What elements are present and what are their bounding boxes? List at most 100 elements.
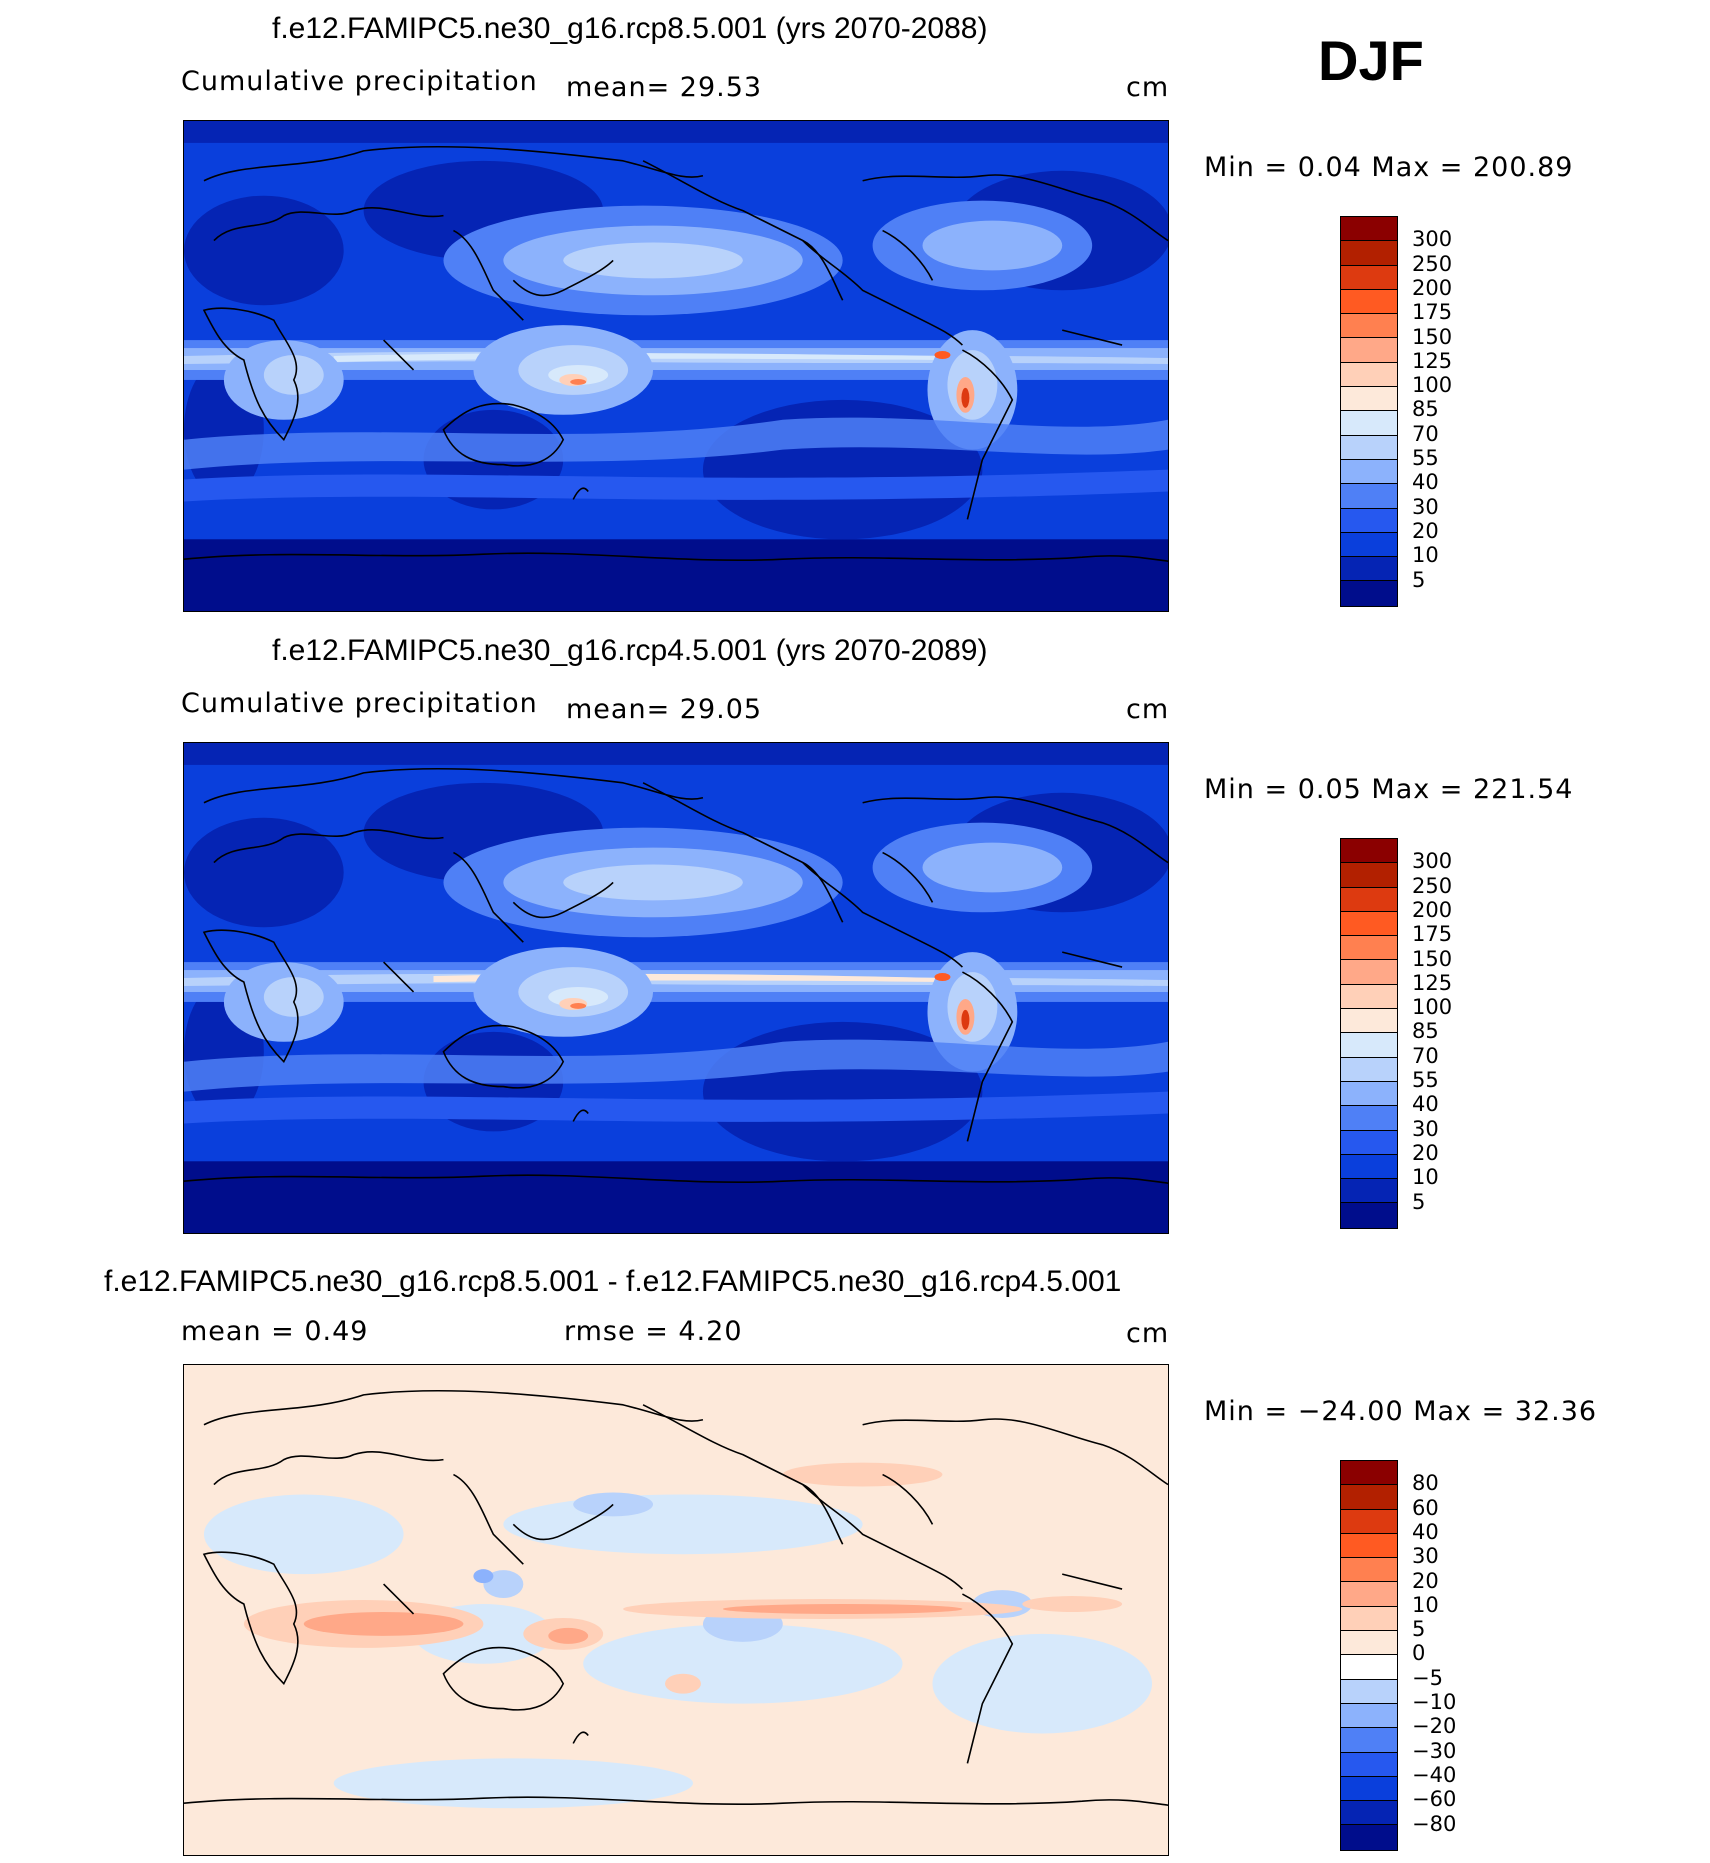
colorbar-label: −5 bbox=[1412, 1665, 1443, 1690]
colorbar-box bbox=[1341, 1154, 1397, 1180]
colorbar-label: 70 bbox=[1412, 1043, 1439, 1068]
panel1-min-max: Min = 0.04 Max = 200.89 bbox=[1204, 152, 1574, 183]
panel1-colorbar bbox=[1340, 216, 1398, 607]
colorbar-box bbox=[1341, 289, 1397, 315]
colorbar-box bbox=[1341, 1203, 1397, 1228]
colorbar-box bbox=[1341, 1509, 1397, 1534]
panel2-title: f.e12.FAMIPC5.ne30_g16.rcp4.5.001 (yrs 2… bbox=[272, 634, 988, 667]
colorbar-box bbox=[1341, 863, 1397, 888]
panel1-left-label: Cumulative precipitation bbox=[181, 66, 538, 97]
panel3-title: f.e12.FAMIPC5.ne30_g16.rcp8.5.001 - f.e1… bbox=[104, 1265, 1122, 1298]
colorbar-box bbox=[1341, 984, 1397, 1010]
colorbar-box bbox=[1341, 362, 1397, 388]
colorbar-label: 10 bbox=[1412, 543, 1439, 568]
colorbar-label: 40 bbox=[1412, 1519, 1439, 1544]
panel1-map bbox=[183, 120, 1169, 612]
colorbar-label: −10 bbox=[1412, 1690, 1457, 1714]
colorbar-label: 80 bbox=[1412, 1471, 1439, 1496]
panel3-units: cm bbox=[1126, 1318, 1170, 1349]
colorbar-label: −60 bbox=[1412, 1787, 1457, 1812]
precip-difference-map bbox=[184, 1365, 1168, 1855]
colorbar-label: 60 bbox=[1412, 1495, 1439, 1520]
colorbar-box bbox=[1341, 265, 1397, 290]
colorbar-label: −30 bbox=[1412, 1738, 1457, 1763]
colorbar-box bbox=[1341, 1728, 1397, 1753]
colorbar-box bbox=[1341, 1057, 1397, 1082]
colorbar-label: 200 bbox=[1412, 897, 1453, 922]
colorbar-box bbox=[1341, 459, 1397, 485]
colorbar-box bbox=[1341, 581, 1397, 606]
colorbar-box bbox=[1341, 1703, 1397, 1729]
panel2-mean: mean= 29.05 bbox=[566, 694, 763, 725]
colorbar-label: 40 bbox=[1412, 1092, 1439, 1117]
colorbar-box bbox=[1341, 1485, 1397, 1510]
colorbar-box bbox=[1341, 1679, 1397, 1704]
colorbar-box bbox=[1341, 839, 1397, 864]
colorbar-box bbox=[1341, 1631, 1397, 1656]
colorbar-box bbox=[1341, 557, 1397, 582]
colorbar-box bbox=[1341, 1106, 1397, 1131]
colorbar-label: 200 bbox=[1412, 275, 1453, 300]
panel2-min-max: Min = 0.05 Max = 221.54 bbox=[1204, 774, 1574, 805]
colorbar-label: 10 bbox=[1412, 1165, 1439, 1190]
precip-map-rcp45 bbox=[184, 743, 1168, 1233]
panel3-rmse: rmse = 4.20 bbox=[564, 1316, 743, 1347]
colorbar-label: 300 bbox=[1412, 227, 1453, 252]
colorbar-label: 40 bbox=[1412, 470, 1439, 495]
panel1-units: cm bbox=[1126, 72, 1170, 103]
colorbar-box bbox=[1341, 314, 1397, 339]
colorbar-box bbox=[1341, 241, 1397, 266]
colorbar-box bbox=[1341, 435, 1397, 460]
colorbar-label: 5 bbox=[1412, 1617, 1426, 1642]
colorbar-box bbox=[1341, 936, 1397, 961]
colorbar-box bbox=[1341, 1582, 1397, 1607]
panel3-colorbar bbox=[1340, 1460, 1398, 1851]
colorbar-label: 125 bbox=[1412, 970, 1453, 995]
colorbar-label: 0 bbox=[1412, 1641, 1426, 1666]
colorbar-label: 250 bbox=[1412, 251, 1453, 276]
colorbar-label: 10 bbox=[1412, 1592, 1439, 1617]
precip-map-rcp85 bbox=[184, 121, 1168, 611]
panel2-map bbox=[183, 742, 1169, 1234]
colorbar-label: 100 bbox=[1412, 995, 1453, 1020]
colorbar-box bbox=[1341, 508, 1397, 533]
colorbar-box bbox=[1341, 1009, 1397, 1034]
colorbar-label: 5 bbox=[1412, 567, 1426, 592]
colorbar-box bbox=[1341, 387, 1397, 412]
colorbar-box bbox=[1341, 338, 1397, 363]
colorbar-label: −40 bbox=[1412, 1762, 1457, 1787]
colorbar-label: 55 bbox=[1412, 1068, 1439, 1092]
colorbar-label: 30 bbox=[1412, 494, 1439, 519]
colorbar-label: 70 bbox=[1412, 421, 1439, 446]
colorbar-label: 175 bbox=[1412, 300, 1453, 325]
colorbar-box bbox=[1341, 1081, 1397, 1107]
colorbar-box bbox=[1341, 1461, 1397, 1486]
colorbar-label: 30 bbox=[1412, 1116, 1439, 1141]
colorbar-box bbox=[1341, 1752, 1397, 1777]
panel2-units: cm bbox=[1126, 694, 1170, 725]
colorbar-box bbox=[1341, 532, 1397, 558]
colorbar-label: 20 bbox=[1412, 1140, 1439, 1165]
colorbar-box bbox=[1341, 1825, 1397, 1850]
colorbar-box bbox=[1341, 887, 1397, 912]
panel2-colorbar bbox=[1340, 838, 1398, 1229]
panel3-map bbox=[183, 1364, 1169, 1856]
colorbar-label: 300 bbox=[1412, 849, 1453, 874]
colorbar-box bbox=[1341, 1655, 1397, 1680]
colorbar-label: 175 bbox=[1412, 922, 1453, 947]
panel1-mean: mean= 29.53 bbox=[566, 72, 763, 103]
colorbar-label: −20 bbox=[1412, 1714, 1457, 1739]
colorbar-box bbox=[1341, 1179, 1397, 1204]
colorbar-box bbox=[1341, 911, 1397, 937]
colorbar-label: 150 bbox=[1412, 946, 1453, 971]
colorbar-label: 55 bbox=[1412, 446, 1439, 470]
colorbar-label: 20 bbox=[1412, 518, 1439, 543]
colorbar-box bbox=[1341, 1533, 1397, 1559]
colorbar-box bbox=[1341, 960, 1397, 985]
colorbar-label: 30 bbox=[1412, 1544, 1439, 1569]
season-label: DJF bbox=[1318, 29, 1424, 92]
colorbar-label: 150 bbox=[1412, 324, 1453, 349]
panel1-title: f.e12.FAMIPC5.ne30_g16.rcp8.5.001 (yrs 2… bbox=[272, 12, 988, 45]
colorbar-box bbox=[1341, 411, 1397, 436]
panel3-mean: mean = 0.49 bbox=[181, 1316, 369, 1347]
